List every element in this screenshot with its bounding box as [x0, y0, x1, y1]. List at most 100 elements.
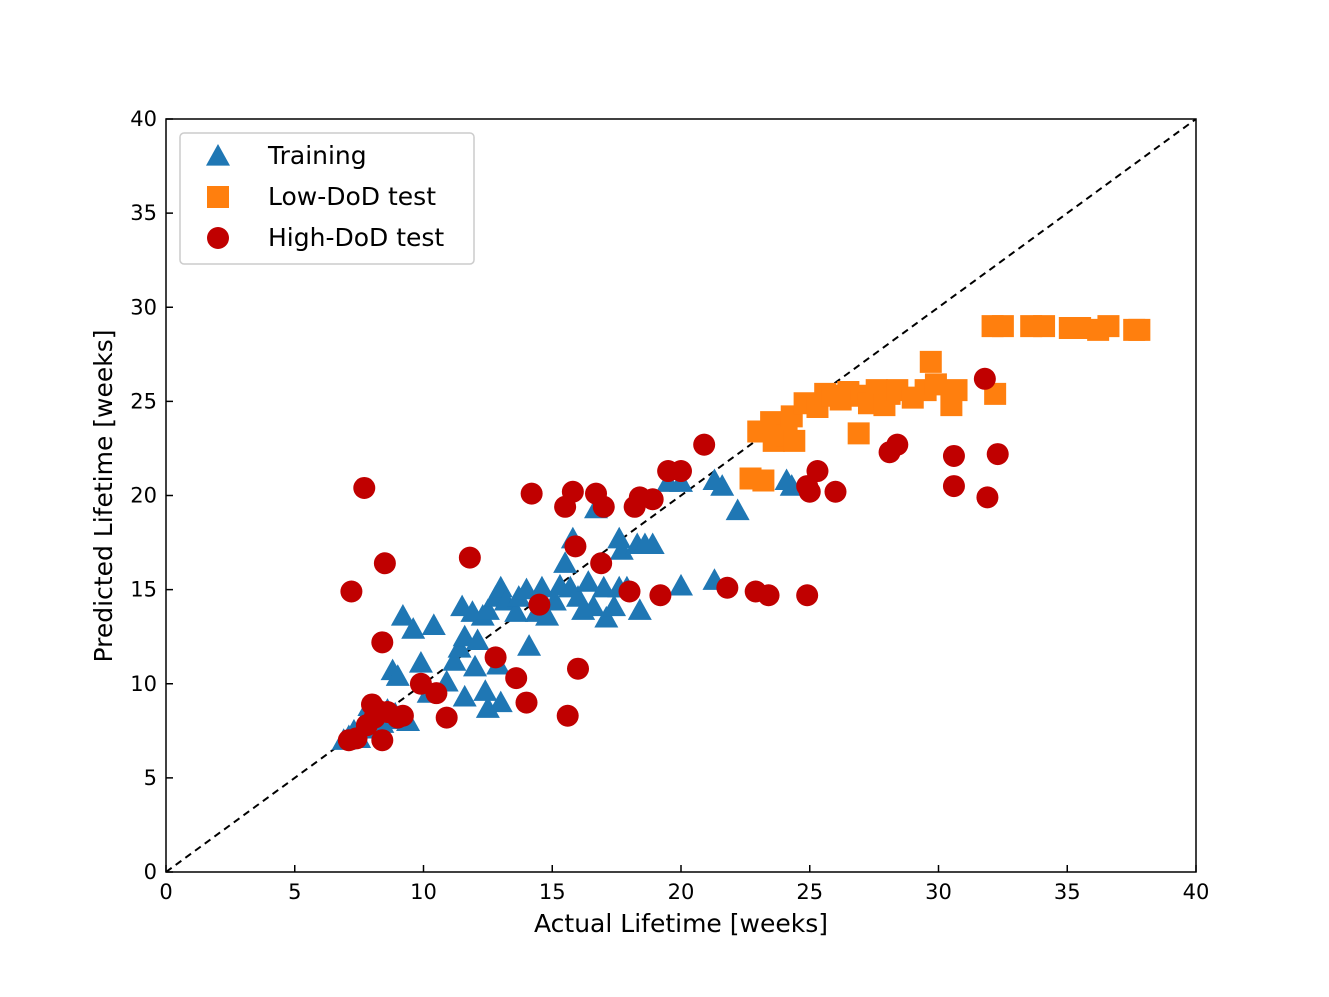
high-dod-test-point [567, 657, 589, 680]
y-tick-label: 20 [130, 484, 157, 508]
x-tick-label: 25 [796, 880, 823, 904]
training-point [669, 573, 693, 596]
y-axis-label: Predicted Lifetime [weeks] [89, 329, 118, 662]
high-dod-test-point [757, 584, 780, 607]
training-point [576, 570, 601, 592]
training-point [442, 649, 467, 671]
y-tick-label: 5 [144, 766, 157, 790]
high-dod-test-point [824, 480, 847, 503]
x-tick-label: 30 [925, 880, 952, 904]
training-point [607, 526, 632, 549]
legend-training-marker [206, 144, 230, 166]
high-dod-test-point [340, 580, 363, 603]
high-dod-test-point [886, 433, 909, 456]
high-dod-test-point [649, 584, 672, 607]
y-tick-label: 40 [130, 107, 157, 131]
legend-training-label: Training [267, 141, 367, 170]
y-tick-label: 0 [144, 860, 157, 884]
training-point [710, 474, 735, 496]
legend-high-dod-marker [207, 227, 229, 249]
high-dod-test-point [484, 646, 507, 669]
x-tick-label: 5 [288, 880, 301, 904]
legend: Training Low-DoD test High-DoD test [179, 132, 475, 265]
training-point [504, 600, 529, 622]
training-point [594, 605, 619, 628]
training-point [452, 684, 477, 707]
low-dod-test-point [783, 429, 806, 452]
legend-box [179, 132, 475, 265]
legend-low-dod-marker [207, 186, 229, 208]
high-dod-test-point [528, 593, 551, 616]
high-dod-test-point [693, 433, 716, 456]
x-tick-label: 15 [539, 880, 566, 904]
training-point [475, 696, 500, 718]
high-dod-test-point [391, 704, 414, 727]
high-dod-test-point [556, 704, 579, 727]
low-dod-test-point [919, 350, 942, 373]
low-dod-test-point [752, 469, 775, 492]
training-point [529, 575, 554, 598]
low-dod-test-point [991, 315, 1014, 338]
training-point [463, 654, 487, 677]
high-dod-test-point [942, 444, 965, 467]
high-dod-test-point [641, 488, 664, 511]
identity-reference-line [166, 119, 1196, 872]
x-tick-label: 35 [1054, 880, 1081, 904]
y-tick-label: 10 [130, 672, 157, 696]
training-point [640, 532, 665, 555]
high-dod-test-point [716, 576, 739, 599]
high-dod-test-point [373, 552, 396, 575]
high-dod-test-point [561, 480, 584, 503]
plot-frame [165, 118, 1197, 873]
training-point [385, 664, 410, 686]
high-dod-test-point [670, 460, 692, 483]
high-dod-test-point [796, 584, 819, 607]
training-point [401, 617, 426, 639]
y-tick-label: 25 [130, 389, 157, 413]
training-point [535, 603, 560, 626]
high-dod-test-point [590, 552, 613, 575]
high-dod-test-point [435, 706, 458, 729]
low-dod-test-point [924, 373, 947, 396]
high-dod-test-point [976, 486, 999, 509]
training-point [465, 628, 490, 651]
high-dod-test-point [618, 580, 641, 603]
training-point [488, 690, 513, 713]
high-dod-test-point [592, 495, 615, 518]
low-dod-test-point [1033, 315, 1056, 338]
training-point [725, 498, 750, 521]
training-point [473, 679, 498, 701]
high-dod-test-point [942, 475, 965, 498]
low-dod-test-point [1097, 315, 1120, 338]
high-dod-test-point [425, 682, 448, 705]
x-axis-label: Actual Lifetime [weeks] [534, 909, 828, 938]
training-point [447, 635, 472, 658]
training-point [602, 594, 627, 617]
training-point [390, 603, 415, 626]
y-tick-label: 30 [130, 295, 157, 319]
low-dod-test-point [1128, 318, 1151, 341]
training-point [609, 538, 634, 560]
high-dod-test-point [798, 480, 821, 503]
training-point [627, 598, 652, 620]
training-point [581, 594, 606, 617]
training-point [421, 613, 446, 635]
x-axis-ticks: 0 5 10 15 20 25 30 35 40 [159, 865, 1209, 904]
low-dod-test-point [1069, 316, 1092, 339]
training-point [517, 634, 542, 656]
training-point [488, 575, 513, 598]
training-point [408, 651, 433, 673]
high-dod-test-point [564, 535, 587, 558]
legend-low-dod-label: Low-DoD test [268, 182, 436, 211]
high-dod-test-point [806, 460, 829, 483]
high-dod-test-point [505, 667, 528, 690]
high-dod-test-point [371, 631, 394, 654]
y-axis-ticks: 0 5 10 15 20 25 30 35 40 [130, 107, 173, 884]
high-dod-test-point [371, 729, 394, 752]
training-point [591, 575, 616, 598]
high-dod-test-point [458, 546, 481, 569]
high-dod-test-point [986, 443, 1009, 466]
high-dod-test-point [515, 691, 538, 714]
data-points [331, 315, 1151, 752]
y-tick-label: 35 [130, 201, 157, 225]
